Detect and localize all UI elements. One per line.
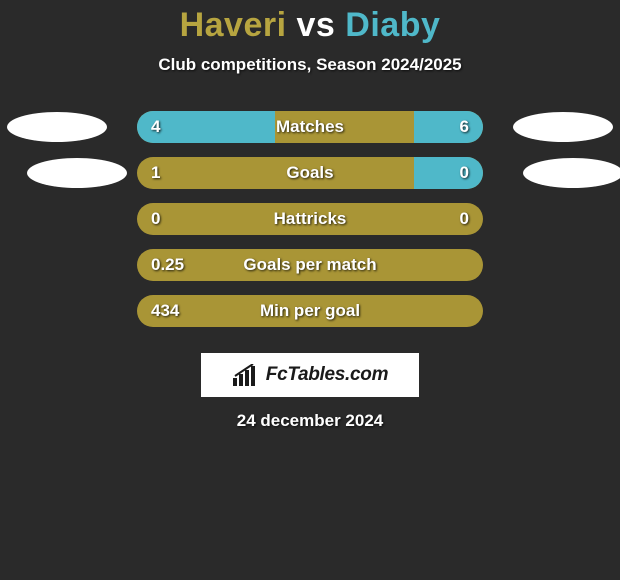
bar-fill-right xyxy=(414,157,483,189)
stat-value-left: 434 xyxy=(151,301,179,321)
stat-rows: 4 6 Matches 1 0 Goals 0 0 Hattricks 0.25 Goals per… xyxy=(0,111,620,327)
page-title: Haveri vs Diaby xyxy=(0,6,620,45)
stat-row: 0.25 Goals per match xyxy=(0,249,620,281)
stat-label: Matches xyxy=(276,117,344,137)
team-badge-right xyxy=(523,158,620,188)
stat-label: Hattricks xyxy=(274,209,347,229)
stat-value-left: 4 xyxy=(151,117,160,137)
subtitle: Club competitions, Season 2024/2025 xyxy=(0,55,620,75)
stat-row: 434 Min per goal xyxy=(0,295,620,327)
title-player2: Diaby xyxy=(345,6,440,44)
comparison-container: Haveri vs Diaby Club competitions, Seaso… xyxy=(0,0,620,431)
team-badge-right xyxy=(513,112,613,142)
logo-box: FcTables.com xyxy=(201,353,419,397)
badge-spacer xyxy=(17,296,117,326)
team-badge-left xyxy=(7,112,107,142)
stat-bar: 0 0 Hattricks xyxy=(137,203,483,235)
logo-text: FcTables.com xyxy=(266,364,388,386)
logo-chart-icon xyxy=(232,364,260,386)
stat-bar: 434 Min per goal xyxy=(137,295,483,327)
stat-value-left: 0.25 xyxy=(151,255,184,275)
stat-row: 0 0 Hattricks xyxy=(0,203,620,235)
bar-fill-right xyxy=(414,111,483,143)
date-text: 24 december 2024 xyxy=(0,411,620,431)
stat-value-left: 1 xyxy=(151,163,160,183)
stat-bar: 0.25 Goals per match xyxy=(137,249,483,281)
stat-row: 4 6 Matches xyxy=(0,111,620,143)
badge-spacer xyxy=(503,250,603,280)
badge-spacer xyxy=(17,204,117,234)
stat-value-right: 6 xyxy=(460,117,469,137)
stat-value-right: 0 xyxy=(460,209,469,229)
stat-label: Min per goal xyxy=(260,301,360,321)
stat-bar: 4 6 Matches xyxy=(137,111,483,143)
badge-spacer xyxy=(503,204,603,234)
stat-value-left: 0 xyxy=(151,209,160,229)
title-player1: Haveri xyxy=(180,6,287,44)
badge-spacer xyxy=(503,296,603,326)
stat-row: 1 0 Goals xyxy=(0,157,620,189)
team-badge-left xyxy=(27,158,127,188)
stat-value-right: 0 xyxy=(460,163,469,183)
stat-label: Goals per match xyxy=(243,255,376,275)
badge-spacer xyxy=(17,250,117,280)
stat-label: Goals xyxy=(286,163,333,183)
title-vs: vs xyxy=(297,6,336,44)
stat-bar: 1 0 Goals xyxy=(137,157,483,189)
